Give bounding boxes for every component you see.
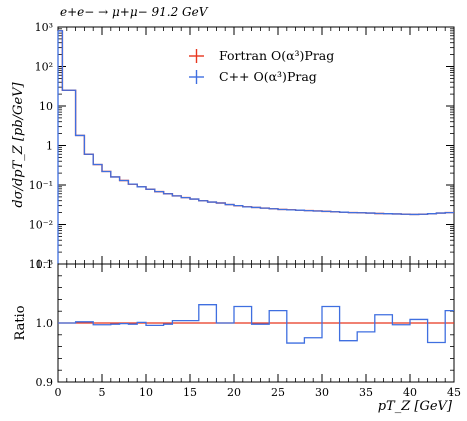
x-tick-label: 30 xyxy=(315,386,329,399)
ratio-series xyxy=(58,304,454,344)
x-tick-label: 40 xyxy=(403,386,417,399)
main-series-line-cpp xyxy=(58,30,454,216)
ratio-y-axis-label: Ratio xyxy=(13,305,28,340)
legend-label: C++ O(α³)Prag xyxy=(219,69,317,84)
x-tick-label: 35 xyxy=(359,386,373,399)
ratio-panel: 0.9 1.0 1.1 0 5 10 15 20 25 30 35 40 45 xyxy=(36,258,462,399)
main-y-tick-label: 10⁻¹ xyxy=(29,179,53,192)
legend-label: Fortran O(α³)Prag xyxy=(219,48,334,63)
x-axis-label: pT_Z [GeV] xyxy=(378,399,453,414)
ratio-y-ticks: 0.9 1.0 1.1 xyxy=(36,258,454,389)
legend-entry-cpp: C++ O(α³)Prag xyxy=(189,69,317,84)
main-y-axis-label: dσ/dpT_Z [pb/GeV] xyxy=(11,81,26,207)
legend-entry-fortran: Fortran O(α³)Prag xyxy=(189,48,334,63)
x-tick-label: 25 xyxy=(271,386,285,399)
main-y-tick-label: 10³ xyxy=(35,21,53,34)
x-tick-label: 5 xyxy=(99,386,106,399)
main-y-tick-label: 10 xyxy=(39,100,53,113)
ratio-y-tick-label: 1.1 xyxy=(36,258,54,271)
x-tick-label: 20 xyxy=(227,386,241,399)
chart-title: e+e− → μ+μ− 91.2 GeV xyxy=(60,5,209,19)
legend: Fortran O(α³)Prag C++ O(α³)Prag xyxy=(189,48,334,84)
main-y-tick-label: 10⁻² xyxy=(29,219,53,232)
ratio-y-tick-label: 1.0 xyxy=(36,317,54,330)
main-panel: 10⁻³ 10⁻² 10⁻¹ 1 10 10² 10³ xyxy=(29,21,455,271)
main-y-tick-label: 10² xyxy=(35,61,53,74)
ratio-y-tick-label: 0.9 xyxy=(36,376,54,389)
x-tick-label: 10 xyxy=(139,386,153,399)
x-tick-label: 15 xyxy=(183,386,197,399)
main-y-tick-label: 10⁻³ xyxy=(29,258,53,271)
x-tick-label: 45 xyxy=(447,386,461,399)
x-tick-label: 0 xyxy=(55,386,62,399)
main-y-tick-label: 1 xyxy=(46,140,53,153)
ratio-x-ticks: 0 5 10 15 20 25 30 35 40 45 xyxy=(55,264,461,399)
main-series xyxy=(57,30,454,264)
ratio-series-line-cpp xyxy=(58,304,454,344)
